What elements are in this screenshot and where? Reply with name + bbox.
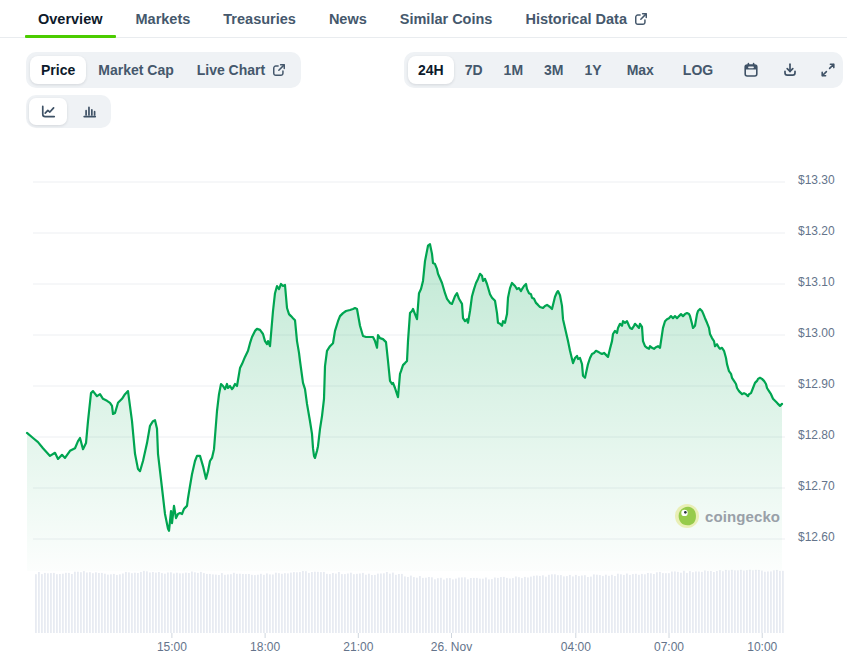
x-axis-label: 21:00 — [343, 640, 373, 654]
price-area-fill — [27, 244, 782, 571]
y-axis-label: $13.20 — [798, 224, 835, 238]
y-axis-label: $12.90 — [798, 377, 835, 391]
x-axis-ticks — [172, 633, 762, 638]
y-axis-label: $13.00 — [798, 326, 835, 340]
coingecko-logo-icon — [674, 503, 700, 529]
x-axis-label: 15:00 — [157, 640, 187, 654]
y-axis-label: $13.10 — [798, 275, 835, 289]
y-axis-label: $13.30 — [798, 173, 835, 187]
y-axis-label: $12.60 — [798, 530, 835, 544]
x-axis-label: 26. Nov — [431, 640, 472, 654]
y-axis-label: $12.70 — [798, 479, 835, 493]
volume-bars — [35, 570, 784, 633]
x-axis-label: 07:00 — [654, 640, 684, 654]
price-chart — [0, 0, 847, 663]
x-axis-label: 04:00 — [561, 640, 591, 654]
y-axis-label: $12.80 — [798, 428, 835, 442]
x-axis-label: 18:00 — [250, 640, 280, 654]
x-axis-label: 10:00 — [747, 640, 777, 654]
watermark-text: coingecko — [705, 508, 780, 525]
coingecko-watermark: coingecko — [674, 503, 780, 529]
